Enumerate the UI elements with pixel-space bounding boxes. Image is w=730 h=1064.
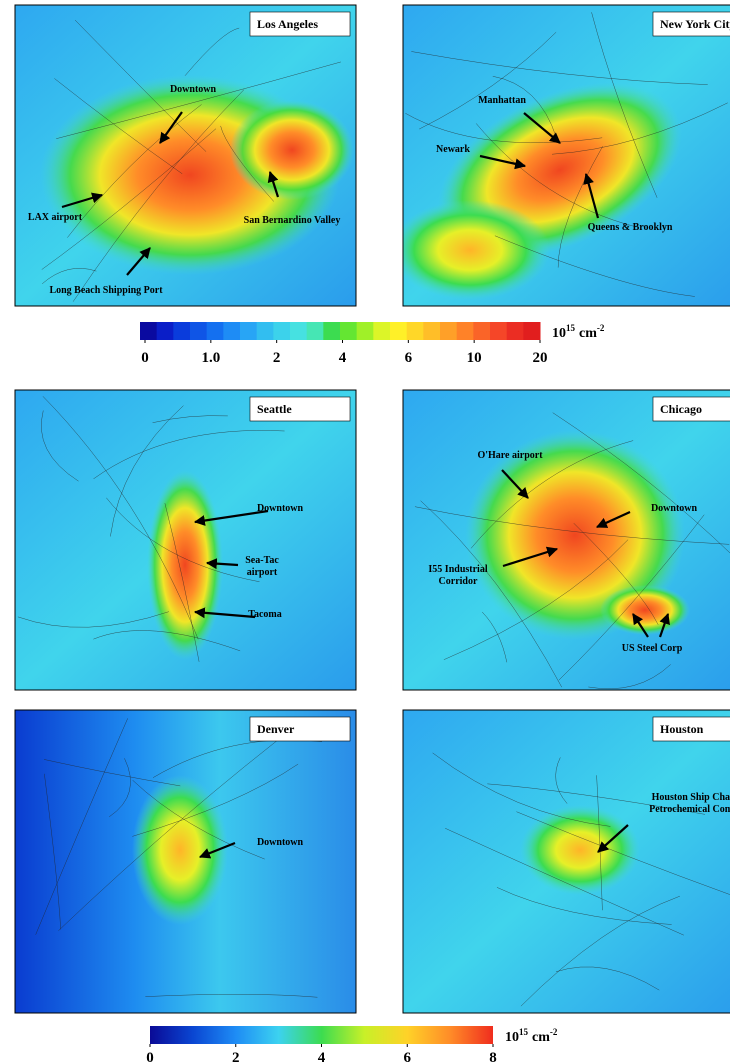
colorbar-swatch (257, 322, 274, 340)
unit-base: 10 (505, 1030, 519, 1045)
colorbar-tick-label: 4 (318, 1050, 326, 1064)
colorbar-swatch (357, 322, 374, 340)
annotation: Queens & Brooklyn (588, 222, 673, 233)
unit-exp: 15 (519, 1027, 529, 1037)
colorbar: 0 2 4 6 8 1015cm-2 (146, 1026, 558, 1064)
map-panel: New York City (390, 5, 730, 306)
map-body: New York City (390, 5, 730, 306)
colorbar-swatch (140, 322, 157, 340)
colorbar-tick-label: 2 (273, 350, 281, 366)
colorbar-swatch (323, 322, 340, 340)
colorbar-tick-label: 10 (467, 350, 482, 366)
emission-hotspot (520, 805, 640, 895)
colorbar-tick-label: 2 (232, 1050, 240, 1064)
map-panel: Los Angeles (15, 5, 356, 306)
colorbar-swatch (207, 322, 224, 340)
annotation: Newark (436, 144, 470, 155)
emission-hotspot (390, 200, 550, 300)
colorbar-swatch (240, 322, 257, 340)
unit-base: 10 (552, 326, 566, 341)
colorbar-tick-label: 0 (146, 1050, 154, 1064)
annotation: O'Hare airport (477, 450, 543, 461)
colorbar-tick-label: 6 (405, 350, 413, 366)
colorbar-tick-label: 20 (533, 350, 548, 366)
annotation: Corridor (439, 576, 478, 587)
colorbar-swatch (457, 322, 474, 340)
colorbar-swatch (173, 322, 190, 340)
content: Los Angeles Downtown LAX airport San Bernar… (15, 5, 730, 1064)
panel-title: Seattle (257, 402, 292, 416)
panel-title: Los Angeles (257, 17, 318, 31)
map-body: Seattle (15, 390, 356, 690)
colorbar-swatch (273, 322, 290, 340)
annotation: Houston Ship Channel (652, 792, 730, 803)
annotation: Tacoma (248, 609, 282, 620)
map-body: Houston (403, 710, 730, 1013)
colorbar-swatch (290, 322, 307, 340)
colorbar-swatch (190, 322, 207, 340)
colorbar-swatch (440, 322, 457, 340)
colorbar-swatch (157, 322, 174, 340)
annotation: LAX airport (28, 212, 83, 223)
unit-text: cm (532, 1030, 550, 1045)
unit-text: cm (579, 326, 597, 341)
panel-title: Denver (257, 722, 295, 736)
colorbar-swatch (490, 322, 507, 340)
panel-title: Chicago (660, 402, 702, 416)
colorbar-swatch (507, 322, 524, 340)
colorbar-unit: 1015cm-2 (505, 1027, 558, 1045)
colorbar-swatch (307, 322, 324, 340)
map-body: Denver (15, 710, 356, 1013)
colorbar-swatch (523, 322, 540, 340)
colorbar-swatch (473, 322, 490, 340)
colorbar-tick-label: 1.0 (201, 350, 220, 366)
annotation: I55 Industrial (428, 564, 487, 575)
colorbar-tick-label: 4 (339, 350, 347, 366)
map-body: Los Angeles (15, 5, 356, 306)
colorbar-swatch (373, 322, 390, 340)
annotation: Long Beach Shipping Port (49, 285, 163, 296)
annotation: Petrochemical Complex (649, 804, 730, 815)
annotation: airport (247, 567, 278, 578)
colorbar-swatch (423, 322, 440, 340)
unit-exp: 15 (566, 323, 576, 333)
annotation: Manhattan (478, 95, 526, 106)
annotation: Downtown (170, 84, 217, 95)
annotation: US Steel Corp (622, 643, 683, 654)
colorbar-ramp (150, 1026, 493, 1044)
annotation: Downtown (257, 837, 304, 848)
colorbar-swatch (340, 322, 357, 340)
colorbar-swatch (390, 322, 407, 340)
map-panel: Seattle (15, 390, 356, 690)
annotation: Sea-Tac (245, 555, 279, 566)
colorbar: 01.024610201015cm-2 (140, 322, 605, 366)
colorbar-swatch (223, 322, 240, 340)
map-panel: Houston (403, 710, 730, 1013)
annotation: San Bernardino Valley (244, 215, 341, 226)
emission-hotspot (230, 100, 354, 200)
figure: Los Angeles Downtown LAX airport San Bernar… (0, 0, 730, 1064)
unit-text-exp: -2 (550, 1027, 558, 1037)
colorbar-tick-label: 6 (404, 1050, 412, 1064)
map-panel: Denver (15, 710, 356, 1013)
panel-title: New York City (660, 17, 730, 31)
panel-title: Houston (660, 722, 704, 736)
colorbar-tick-label: 0 (141, 350, 149, 366)
colorbar-swatch (407, 322, 424, 340)
emission-hotspot (600, 585, 690, 635)
unit-text-exp: -2 (597, 323, 605, 333)
colorbar-tick-label: 8 (489, 1050, 497, 1064)
annotation: Downtown (651, 503, 698, 514)
